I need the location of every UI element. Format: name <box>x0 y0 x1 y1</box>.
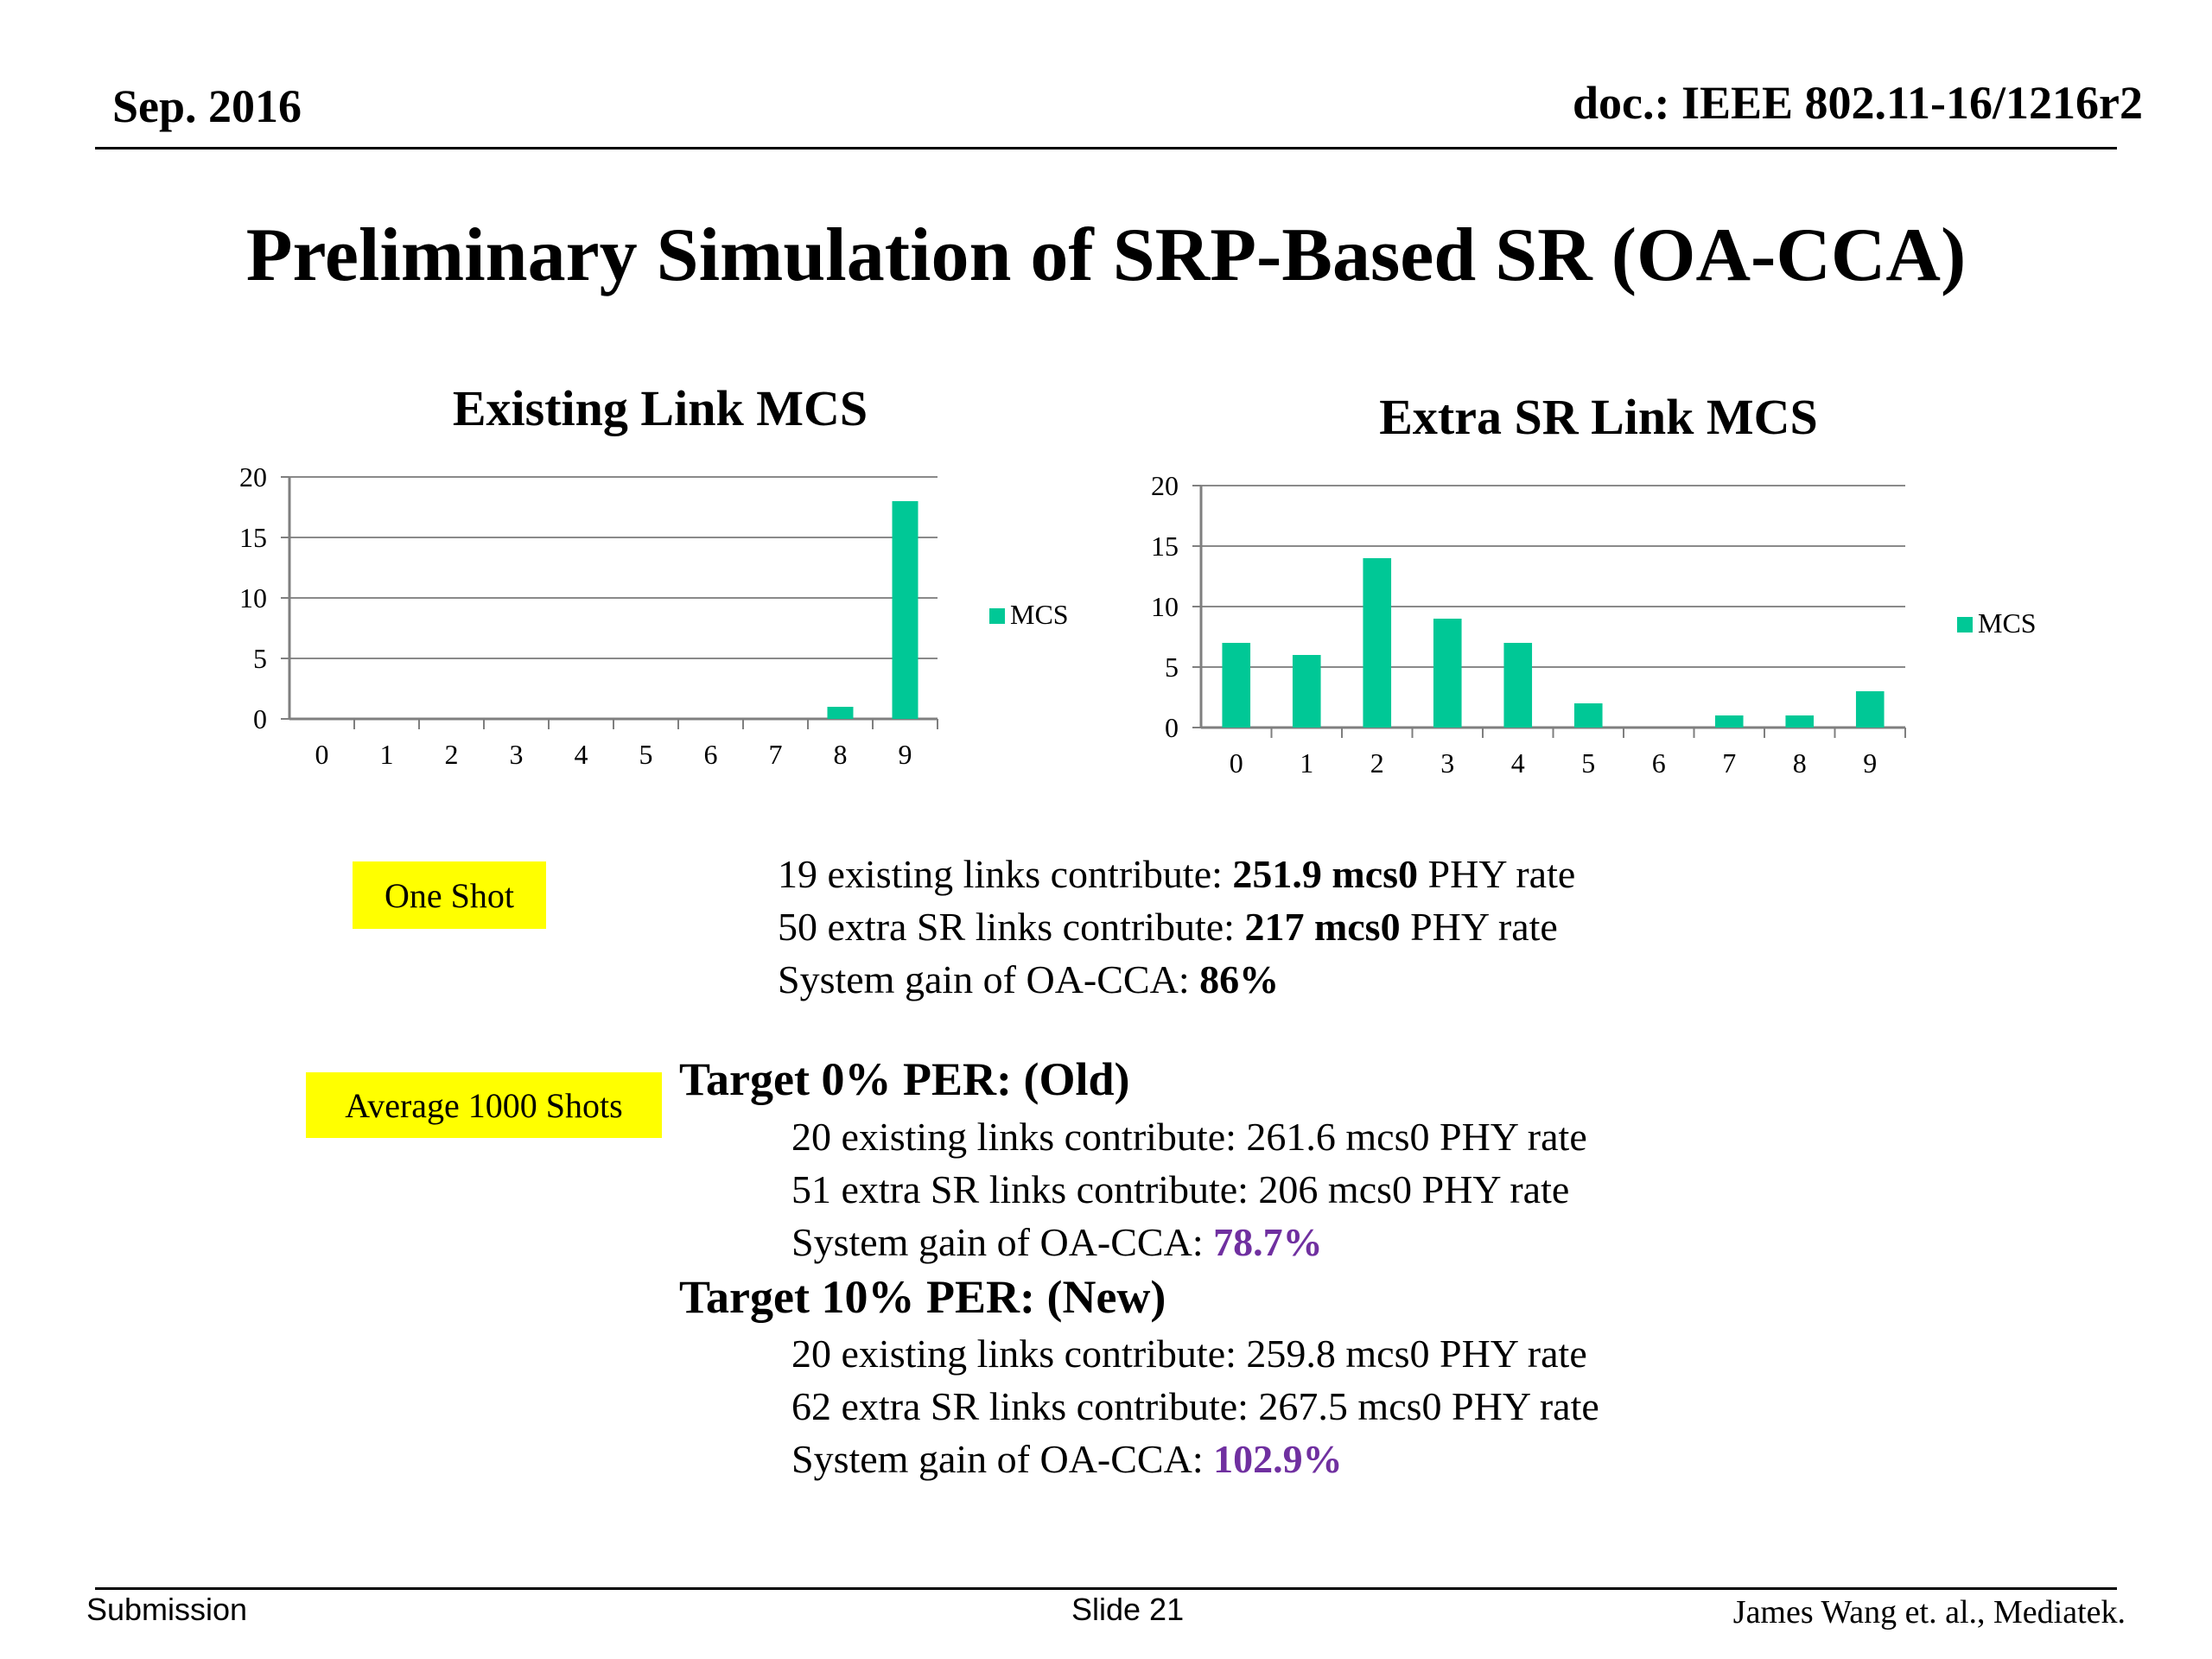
bar <box>1855 691 1885 728</box>
y-tick-label: 10 <box>1151 591 1179 622</box>
one-shot-line-1: 19 existing links contribute: 251.9 mcs0… <box>778 852 1576 896</box>
x-tick-label: 8 <box>1793 747 1807 779</box>
bar <box>1785 715 1815 728</box>
new-line-1: 20 existing links contribute: 259.8 mcs0… <box>791 1332 1587 1376</box>
x-tick-label: 1 <box>1300 747 1313 779</box>
y-tick-label: 5 <box>253 643 267 674</box>
x-tick-label: 4 <box>575 739 588 770</box>
x-tick-label: 7 <box>1722 747 1736 779</box>
average-shots-badge: Average 1000 Shots <box>306 1072 662 1138</box>
y-tick-label: 20 <box>239 461 267 493</box>
x-tick-label: 9 <box>1863 747 1877 779</box>
x-tick-label: 0 <box>1230 747 1243 779</box>
footer-rule <box>95 1587 2117 1590</box>
chart-title: Existing Link MCS <box>453 380 868 436</box>
bar <box>1714 715 1744 728</box>
header-rule <box>95 147 2117 149</box>
slide-title: Preliminary Simulation of SRP-Based SR (… <box>245 213 1967 297</box>
one-shot-badge: One Shot <box>353 861 546 929</box>
one-shot-line-3: System gain of OA-CCA: 86% <box>778 957 1280 1001</box>
footer-slide-number: Slide 21 <box>1071 1592 1185 1627</box>
y-tick-label: 5 <box>1165 652 1179 683</box>
extra-sr-link-mcs-chart: Extra SR Link MCS 0 5 10 15 20 0 1 2 3 4 5 6 7 8 9 MCS <box>1151 389 2037 779</box>
bar <box>1573 703 1603 728</box>
header-doc-id: doc.: IEEE 802.11-16/1216r2 <box>1572 77 2143 129</box>
legend-label: MCS <box>1978 607 2037 639</box>
new-gain-line: System gain of OA-CCA: 102.9% <box>791 1437 1343 1481</box>
bar <box>1363 558 1392 728</box>
x-tick-label: 3 <box>510 739 524 770</box>
bar <box>892 501 918 719</box>
legend-swatch <box>1957 617 1973 632</box>
target-old-heading: Target 0% PER: (Old) <box>679 1053 1130 1105</box>
old-gain-line: System gain of OA-CCA: 78.7% <box>791 1220 1323 1264</box>
existing-link-mcs-chart: Existing Link MCS 0 5 10 15 20 0 1 2 3 4 5 6 7 8 9 MCS <box>239 380 1069 770</box>
x-tick-label: 1 <box>380 739 394 770</box>
y-tick-label: 10 <box>239 582 267 613</box>
y-tick-label: 20 <box>1151 470 1179 501</box>
footer-submission: Submission <box>86 1592 248 1627</box>
legend-label: MCS <box>1010 599 1069 630</box>
bar <box>827 707 854 719</box>
bar <box>1433 619 1462 728</box>
bar <box>1222 643 1251 728</box>
x-tick-label: 6 <box>1652 747 1666 779</box>
y-tick-label: 0 <box>253 703 267 734</box>
x-tick-label: 6 <box>704 739 718 770</box>
x-tick-label: 3 <box>1440 747 1454 779</box>
y-tick-label: 0 <box>1165 712 1179 743</box>
header-date: Sep. 2016 <box>112 80 302 132</box>
x-tick-label: 9 <box>899 739 912 770</box>
y-tick-label: 15 <box>1151 531 1179 562</box>
x-tick-label: 5 <box>639 739 653 770</box>
footer-author: James Wang et. al., Mediatek. <box>1732 1594 2126 1630</box>
old-line-2: 51 extra SR links contribute: 206 mcs0 P… <box>791 1167 1570 1211</box>
legend-swatch <box>989 608 1005 624</box>
bar <box>1503 643 1533 728</box>
x-tick-label: 0 <box>315 739 329 770</box>
old-line-1: 20 existing links contribute: 261.6 mcs0… <box>791 1115 1587 1159</box>
x-tick-label: 2 <box>1370 747 1384 779</box>
one-shot-line-2: 50 extra SR links contribute: 217 mcs0 P… <box>778 905 1558 949</box>
chart-title: Extra SR Link MCS <box>1379 389 1818 445</box>
x-tick-label: 8 <box>834 739 848 770</box>
target-new-heading: Target 10% PER: (New) <box>679 1271 1166 1323</box>
bar <box>1292 655 1321 728</box>
x-tick-label: 7 <box>769 739 783 770</box>
new-line-2: 62 extra SR links contribute: 267.5 mcs0… <box>791 1384 1599 1428</box>
x-tick-label: 5 <box>1581 747 1595 779</box>
x-tick-label: 2 <box>445 739 459 770</box>
x-tick-label: 4 <box>1511 747 1525 779</box>
y-tick-label: 15 <box>239 522 267 553</box>
